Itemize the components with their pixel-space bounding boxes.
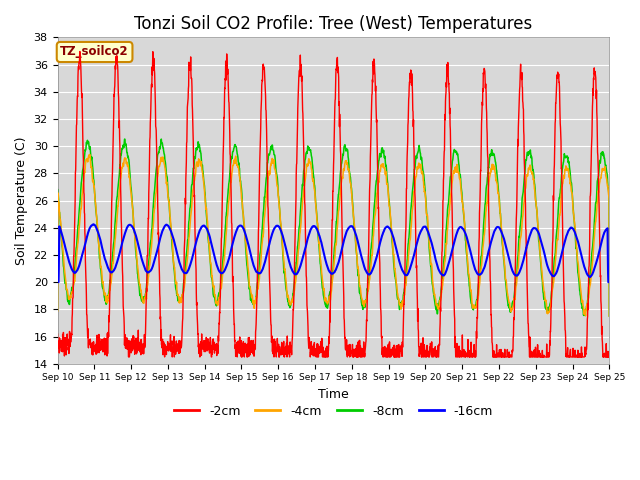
- Y-axis label: Soil Temperature (C): Soil Temperature (C): [15, 136, 28, 265]
- X-axis label: Time: Time: [318, 388, 349, 401]
- Legend: -2cm, -4cm, -8cm, -16cm: -2cm, -4cm, -8cm, -16cm: [169, 400, 498, 423]
- Text: TZ_soilco2: TZ_soilco2: [60, 46, 129, 59]
- Title: Tonzi Soil CO2 Profile: Tree (West) Temperatures: Tonzi Soil CO2 Profile: Tree (West) Temp…: [134, 15, 532, 33]
